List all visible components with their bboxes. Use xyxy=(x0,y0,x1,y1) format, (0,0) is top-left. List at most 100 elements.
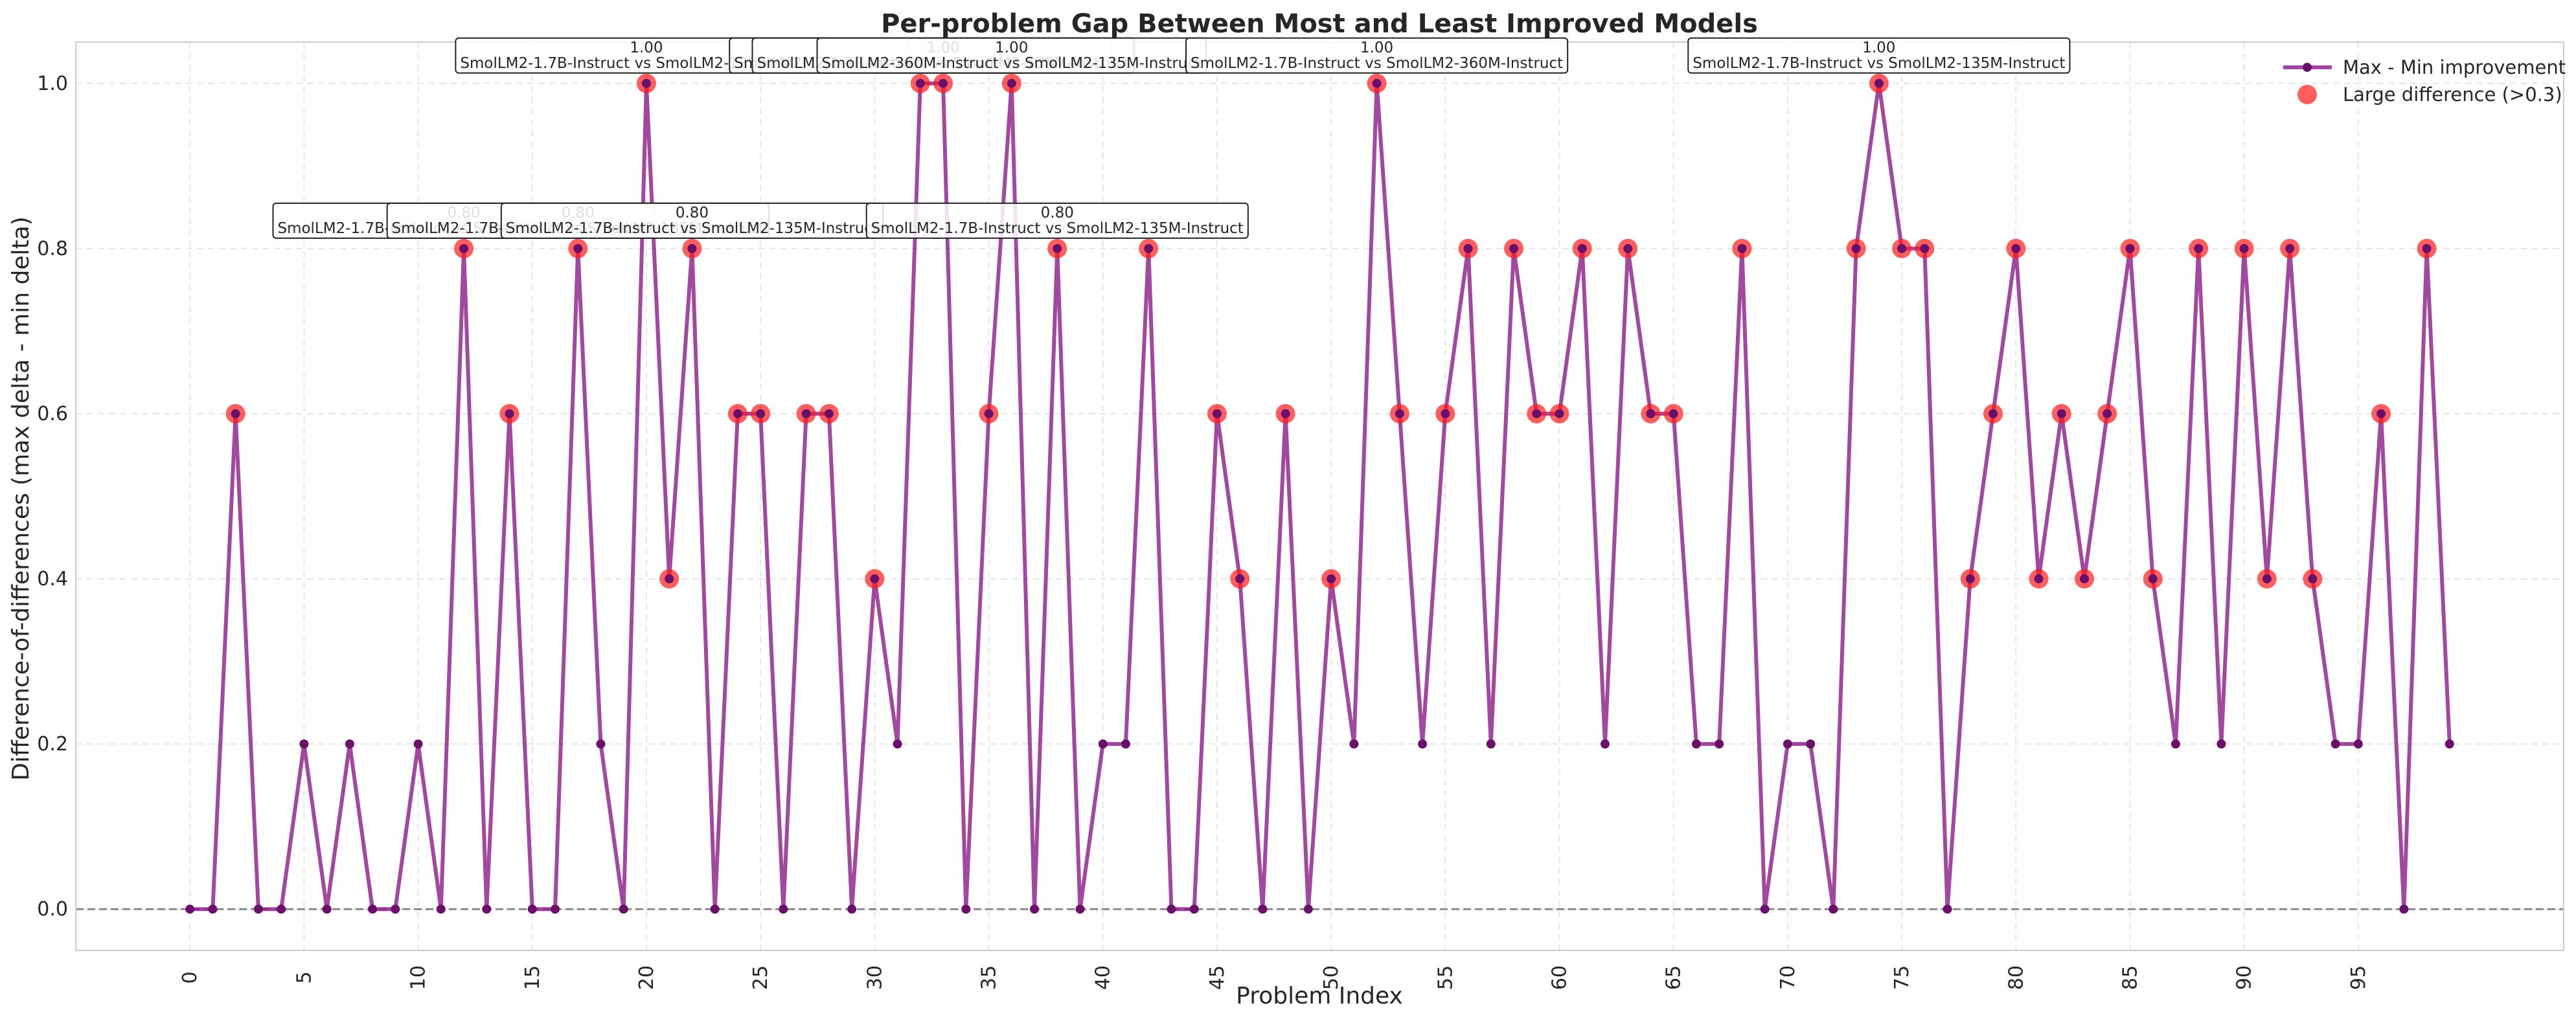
data-point xyxy=(2217,739,2226,749)
data-point xyxy=(2125,243,2135,253)
legend-highlight-marker xyxy=(2297,85,2317,104)
legend-label-highlight: Large difference (>0.3) xyxy=(2343,84,2562,106)
data-point xyxy=(322,904,332,914)
data-point xyxy=(2148,574,2158,584)
data-point xyxy=(2285,243,2295,253)
data-point xyxy=(1258,904,1268,914)
data-point xyxy=(801,409,811,418)
data-point xyxy=(824,409,834,418)
annotation-value: 1.00 xyxy=(1360,39,1393,56)
data-point xyxy=(1463,243,1473,253)
annotation-pair: SmolLM2-1.7B-Instruct vs SmolLM2-360M-In… xyxy=(1191,55,1563,72)
y-tick-label: 1.0 xyxy=(37,73,68,95)
data-point xyxy=(1532,409,1542,418)
data-point xyxy=(1395,409,1404,418)
data-point xyxy=(687,243,697,253)
y-tick-label: 0.4 xyxy=(37,568,68,590)
x-tick-label: 20 xyxy=(635,965,658,990)
x-tick-label: 55 xyxy=(1434,965,1457,990)
data-point xyxy=(2308,574,2318,584)
chart-title: Per-problem Gap Between Most and Least I… xyxy=(881,9,1758,39)
data-point xyxy=(1920,243,1930,253)
data-point xyxy=(1737,243,1747,253)
data-point xyxy=(436,904,446,914)
data-point xyxy=(2445,739,2454,749)
data-point xyxy=(253,904,263,914)
data-point xyxy=(939,78,948,88)
data-point xyxy=(984,409,994,418)
y-tick-label: 0.2 xyxy=(37,733,68,756)
data-point xyxy=(1372,78,1382,88)
x-tick-label: 75 xyxy=(1891,965,1913,990)
data-point xyxy=(551,904,560,914)
x-tick-label: 5 xyxy=(293,971,315,983)
annotation-value: 1.00 xyxy=(630,39,663,56)
data-point xyxy=(2262,574,2272,584)
data-point xyxy=(1897,243,1907,253)
data-point xyxy=(413,739,423,749)
annotation-value: 0.80 xyxy=(1041,205,1074,221)
annotation-value: 0.80 xyxy=(676,205,709,221)
annotation-pair: SmolLM2-1.7B-Instruct vs SmolLM2-135M-In… xyxy=(1693,55,2065,72)
data-point xyxy=(619,904,628,914)
data-point xyxy=(1829,904,1838,914)
data-point xyxy=(710,904,720,914)
data-point xyxy=(185,904,195,914)
data-point xyxy=(208,904,218,914)
annotation-box xyxy=(865,202,1249,239)
x-tick-label: 90 xyxy=(2233,965,2256,990)
data-point xyxy=(596,739,606,749)
data-point xyxy=(2239,243,2249,253)
data-point xyxy=(2194,243,2204,253)
data-point xyxy=(391,904,400,914)
annotation-value: 1.00 xyxy=(995,39,1028,56)
data-point xyxy=(641,78,651,88)
data-point xyxy=(779,904,788,914)
data-point xyxy=(1349,739,1359,749)
x-tick-label: 40 xyxy=(1092,965,1115,990)
data-point xyxy=(1441,409,1450,418)
y-tick-label: 0.8 xyxy=(37,238,68,260)
data-point xyxy=(1303,904,1313,914)
data-point xyxy=(961,904,971,914)
x-tick-label: 85 xyxy=(2119,965,2141,990)
data-point xyxy=(1144,243,1154,253)
data-point xyxy=(2399,904,2409,914)
y-tick-label: 0.6 xyxy=(37,403,68,425)
data-point xyxy=(1212,409,1222,418)
annotation-pair: SmolLM2-1.7B-Instruct vs SmolLM2-135M-In… xyxy=(506,220,878,237)
x-tick-label: 10 xyxy=(407,965,430,990)
data-point xyxy=(1075,904,1085,914)
series-line xyxy=(190,81,2452,912)
data-point xyxy=(870,574,880,584)
x-tick-label: 25 xyxy=(749,965,772,990)
data-point xyxy=(231,409,240,418)
y-tick-label: 0.0 xyxy=(37,898,68,921)
data-point xyxy=(1623,243,1633,253)
x-tick-label: 30 xyxy=(863,965,886,990)
x-tick-label: 45 xyxy=(1206,965,1229,990)
data-point xyxy=(2103,409,2112,418)
x-tick-label: 35 xyxy=(978,965,1001,990)
marker-layer xyxy=(185,78,2454,914)
x-tick-label: 0 xyxy=(179,971,201,983)
data-point xyxy=(1874,78,1884,88)
data-point xyxy=(1851,243,1861,253)
data-point xyxy=(1235,574,1245,584)
data-point xyxy=(277,904,286,914)
data-point xyxy=(893,739,902,749)
data-point xyxy=(345,739,354,749)
data-point xyxy=(1806,739,1816,749)
data-point xyxy=(1281,409,1290,418)
data-point xyxy=(1007,78,1016,88)
data-point xyxy=(2377,409,2386,418)
data-point xyxy=(527,904,537,914)
legend-label-line: Max - Min improvement xyxy=(2343,56,2566,78)
